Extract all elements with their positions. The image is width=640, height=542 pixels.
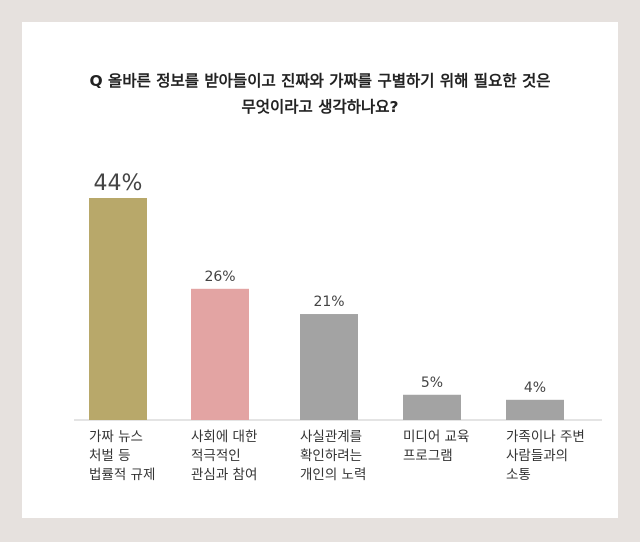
chart-title-line-1: Q 올바른 정보를 받아들이고 진짜와 가짜를 구별하기 위해 필요한 것은 [89,72,551,90]
bar-4 [403,394,461,420]
bar-3 [300,314,358,420]
category-label-line: 법률적 규제 [89,467,156,483]
category-label-line: 소통 [506,467,531,483]
category-label-line: 사회에 대한 [191,429,258,445]
value-label-1: 44% [94,171,143,196]
chart-title: Q 올바른 정보를 받아들이고 진짜와 가짜를 구별하기 위해 필요한 것은 무… [22,68,618,120]
bar-5 [506,399,564,420]
value-label-5: 4% [524,380,546,396]
category-label-line: 가족이나 주변 [506,429,585,445]
chart-title-line-2: 무엇이라고 생각하나요? [241,98,399,116]
category-label-line: 사실관계를 [300,429,363,445]
bar-1 [89,198,147,420]
category-label-line: 처벌 등 [89,448,131,464]
chart-card: Q 올바른 정보를 받아들이고 진짜와 가짜를 구별하기 위해 필요한 것은 무… [22,22,618,518]
value-label-2: 26% [204,269,235,285]
category-label-line: 개인의 노력 [300,467,367,483]
category-label-line: 사람들과의 [506,448,569,464]
bar-chart: 44% 26% 21% 5% 4% [74,171,602,421]
category-label-line: 미디어 교육 [403,429,470,445]
category-label-line: 확인하려는 [300,448,363,464]
category-label-line: 관심과 참여 [191,467,258,483]
value-label-3: 21% [313,294,344,310]
value-label-4: 5% [421,375,443,391]
bar-2 [191,288,249,420]
category-label-line: 프로그램 [403,448,453,464]
category-label-line: 적극적인 [191,448,241,464]
category-label-line: 가짜 뉴스 [89,429,143,445]
